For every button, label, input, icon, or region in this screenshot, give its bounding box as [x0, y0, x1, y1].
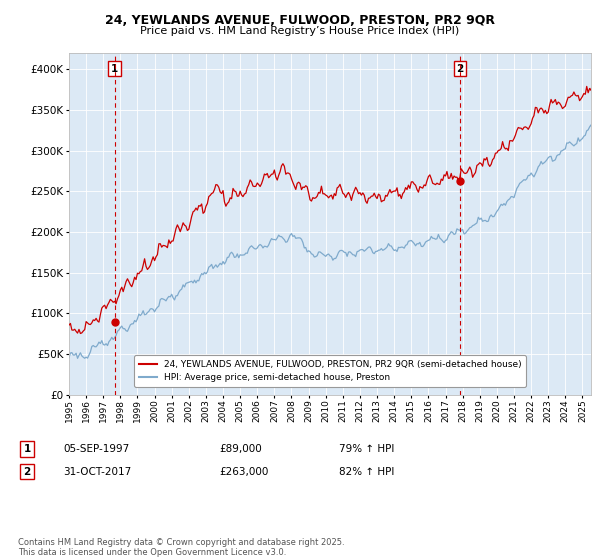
Text: 1: 1 — [111, 64, 118, 73]
Text: 1: 1 — [23, 444, 31, 454]
Text: 82% ↑ HPI: 82% ↑ HPI — [339, 466, 394, 477]
Text: 31-OCT-2017: 31-OCT-2017 — [63, 466, 131, 477]
Text: 24, YEWLANDS AVENUE, FULWOOD, PRESTON, PR2 9QR: 24, YEWLANDS AVENUE, FULWOOD, PRESTON, P… — [105, 14, 495, 27]
Text: £89,000: £89,000 — [219, 444, 262, 454]
Text: 2: 2 — [456, 64, 463, 73]
Text: £263,000: £263,000 — [219, 466, 268, 477]
Text: 79% ↑ HPI: 79% ↑ HPI — [339, 444, 394, 454]
Legend: 24, YEWLANDS AVENUE, FULWOOD, PRESTON, PR2 9QR (semi-detached house), HPI: Avera: 24, YEWLANDS AVENUE, FULWOOD, PRESTON, P… — [134, 356, 526, 387]
Text: Contains HM Land Registry data © Crown copyright and database right 2025.
This d: Contains HM Land Registry data © Crown c… — [18, 538, 344, 557]
Text: 2: 2 — [23, 466, 31, 477]
Text: 05-SEP-1997: 05-SEP-1997 — [63, 444, 129, 454]
Text: Price paid vs. HM Land Registry’s House Price Index (HPI): Price paid vs. HM Land Registry’s House … — [140, 26, 460, 36]
